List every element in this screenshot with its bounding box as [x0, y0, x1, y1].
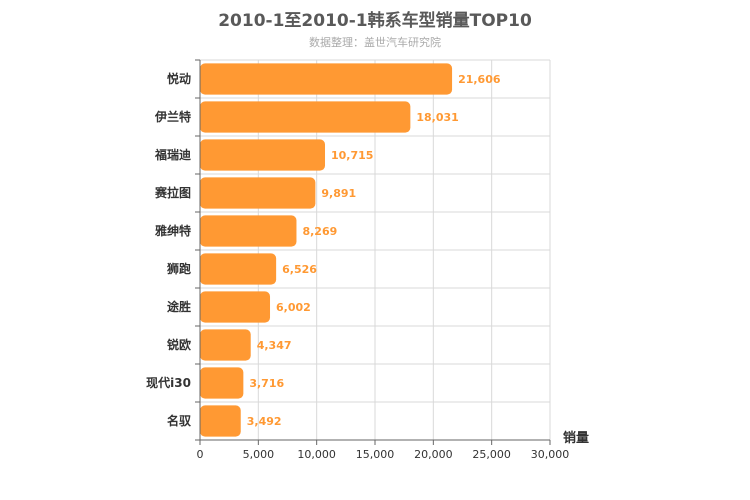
x-tick-label: 20,000: [414, 448, 453, 461]
data-label: 3,492: [247, 415, 282, 428]
data-label: 18,031: [416, 111, 458, 124]
bar: [200, 215, 297, 247]
bar: [200, 139, 326, 171]
data-label: 4,347: [257, 339, 292, 352]
chart-title: 2010-1至2010-1韩系车型销量TOP10: [218, 11, 532, 31]
category-label: 伊兰特: [154, 109, 191, 124]
category-label: 赛拉图: [154, 185, 191, 200]
category-label: 名驭: [167, 413, 192, 428]
bar: [200, 63, 453, 95]
value-axis-title: 销量: [563, 430, 589, 446]
bar: [200, 367, 244, 399]
data-label: 9,891: [321, 187, 356, 200]
category-label: 锐欧: [167, 337, 191, 352]
data-label: 6,002: [276, 301, 311, 314]
x-tick-label: 10,000: [297, 448, 336, 461]
grid: [200, 59, 551, 441]
category-label: 雅绅特: [154, 223, 191, 238]
data-label: 6,526: [282, 263, 317, 276]
labels: 0 5,000 10,000 15,000 20,000 25,000 30,000 悦动 21…: [146, 71, 569, 461]
category-label: 福瑞迪: [154, 147, 191, 162]
bar: [200, 253, 277, 285]
bar: [200, 177, 316, 209]
x-tick-label: 5,000: [243, 448, 275, 461]
category-label: 途胜: [167, 299, 191, 314]
chart-subtitle: 数据整理：盖世汽车研究院: [309, 36, 441, 49]
data-label: 3,716: [249, 377, 284, 390]
bar: [200, 291, 271, 323]
x-tick-label: 15,000: [356, 448, 395, 461]
category-label: 狮跑: [166, 261, 191, 276]
data-label: 21,606: [458, 73, 501, 86]
data-label: 8,269: [302, 225, 337, 238]
x-tick-label: 30,000: [531, 448, 570, 461]
x-tick-label: 0: [197, 448, 204, 461]
bar: [200, 405, 241, 437]
axes: [195, 59, 551, 445]
data-label: 10,715: [331, 149, 373, 162]
category-label: 悦动: [167, 71, 191, 86]
bar: [200, 101, 411, 133]
x-tick-label: 25,000: [472, 448, 511, 461]
bar: [200, 329, 251, 361]
bars: [200, 63, 453, 437]
category-label: 现代i30: [146, 375, 191, 390]
